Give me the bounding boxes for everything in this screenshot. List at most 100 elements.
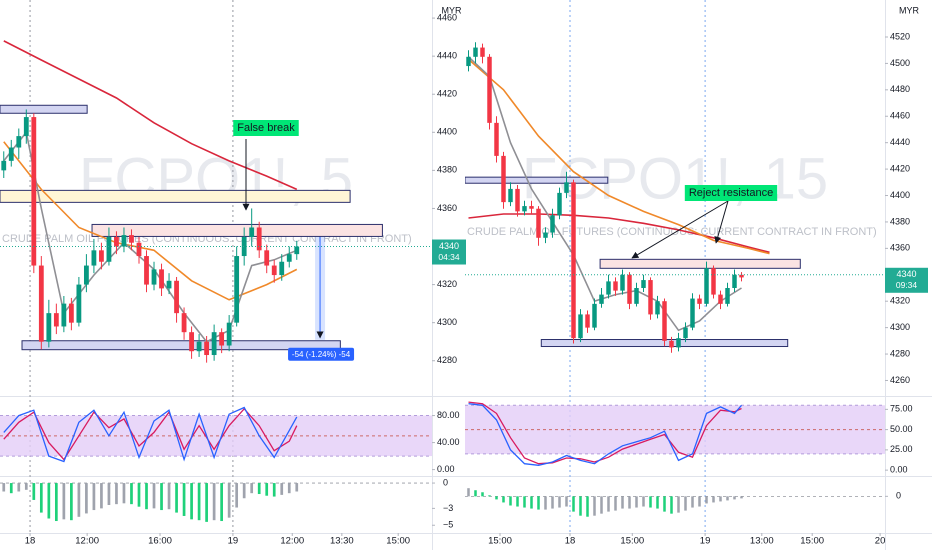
candle-body — [669, 340, 674, 348]
candle-body — [487, 56, 492, 123]
x-tick-label: 12:00 — [280, 536, 304, 547]
candle-body — [543, 232, 548, 238]
candle-body — [189, 332, 194, 352]
candle-body — [114, 237, 119, 247]
measure-label: -54 (-1.24%) -54 — [292, 350, 351, 359]
macd-bar — [600, 496, 603, 514]
candle-body — [31, 117, 37, 266]
macd-bar — [691, 496, 694, 508]
macd-bar — [17, 483, 21, 492]
moving-average — [467, 56, 742, 332]
y-tick-label: 4420 — [890, 163, 910, 173]
candle-body — [592, 303, 597, 328]
candle-body — [676, 338, 681, 348]
candle-body — [529, 206, 534, 209]
annotation-arrow — [631, 200, 729, 259]
candle-body — [83, 265, 89, 285]
macd-bar — [130, 483, 133, 505]
candle-body — [522, 206, 527, 212]
candle-body — [46, 313, 52, 342]
macd-bar — [495, 496, 498, 500]
x-tick-label: 12:00 — [75, 536, 99, 547]
macd-bar — [235, 483, 239, 508]
candle-body — [241, 237, 247, 257]
candle-body — [151, 269, 157, 285]
candle-body — [515, 188, 520, 212]
stoch-line — [3, 406, 298, 463]
macd-bar — [579, 496, 582, 516]
macd-bar — [145, 483, 148, 510]
macd-bar — [85, 483, 88, 514]
candle-body — [634, 287, 639, 304]
candle-body — [536, 208, 541, 238]
x-tick-label: 20 — [875, 536, 886, 547]
candle-body — [53, 313, 59, 327]
macd-bar — [516, 496, 519, 507]
candle-body — [226, 322, 232, 346]
macd-bar — [698, 496, 701, 507]
candle-body — [23, 117, 29, 137]
candle-body — [91, 250, 97, 266]
moving-average — [467, 58, 770, 255]
candle-body — [473, 47, 478, 57]
macd-bar — [70, 483, 73, 521]
candle-body — [76, 284, 82, 323]
macd-bar — [642, 496, 645, 507]
macd-bar — [684, 496, 687, 511]
annotation-text: Reject resistance — [689, 187, 773, 199]
last-price-label: 4340 — [896, 269, 916, 279]
candle-body — [144, 256, 149, 285]
moving-average — [3, 141, 298, 301]
zone — [91, 223, 383, 237]
moving-average — [3, 40, 298, 191]
x-tick-label: 15:00 — [386, 536, 410, 547]
macd-bar — [272, 483, 276, 497]
candle-body — [585, 314, 590, 328]
candle-body — [271, 265, 277, 276]
stoch-line — [468, 401, 742, 465]
x-tick-label: 18 — [565, 536, 576, 547]
macd-bar — [32, 483, 36, 500]
macd-bar — [47, 483, 51, 519]
macd-bar — [295, 483, 299, 492]
macd-bar — [593, 496, 596, 516]
countdown-label: 09:34 — [896, 280, 918, 290]
stoch-line — [468, 403, 742, 466]
macd-bar — [502, 496, 505, 503]
macd-bar — [467, 488, 470, 497]
macd-bar — [39, 483, 43, 513]
macd-bar — [663, 496, 666, 512]
y-tick-label: 4320 — [437, 279, 457, 289]
y-tick-label: 4400 — [890, 190, 910, 200]
macd-bar — [182, 483, 186, 516]
macd-bar — [190, 483, 193, 520]
macd-bar — [474, 490, 477, 497]
macd-bar — [205, 483, 208, 522]
candle-body — [662, 301, 667, 341]
zone — [0, 189, 351, 203]
macd-bar — [137, 483, 141, 507]
macd-bar — [614, 496, 617, 511]
x-tick-label: 16:00 — [148, 536, 172, 547]
macd-bar — [551, 496, 554, 509]
candle-body — [732, 274, 737, 288]
macd-bar — [677, 496, 680, 513]
candle-body — [501, 155, 506, 203]
macd-bar — [175, 483, 178, 513]
candle-body — [690, 298, 695, 328]
annotation-text: False break — [237, 122, 295, 134]
zone — [21, 340, 341, 351]
stoch-line — [3, 407, 298, 461]
macd-bar — [24, 483, 28, 490]
macd-bar — [242, 483, 246, 499]
candle-body — [578, 314, 583, 339]
candle-body — [286, 254, 292, 262]
macd-bar — [2, 483, 6, 492]
candle-body — [211, 332, 217, 356]
macd-bar — [92, 483, 96, 511]
candle-body — [711, 268, 716, 295]
stoch-tick-label: 40.00 — [437, 437, 460, 447]
candle-body — [181, 313, 187, 333]
countdown-label: 04:34 — [438, 252, 460, 262]
